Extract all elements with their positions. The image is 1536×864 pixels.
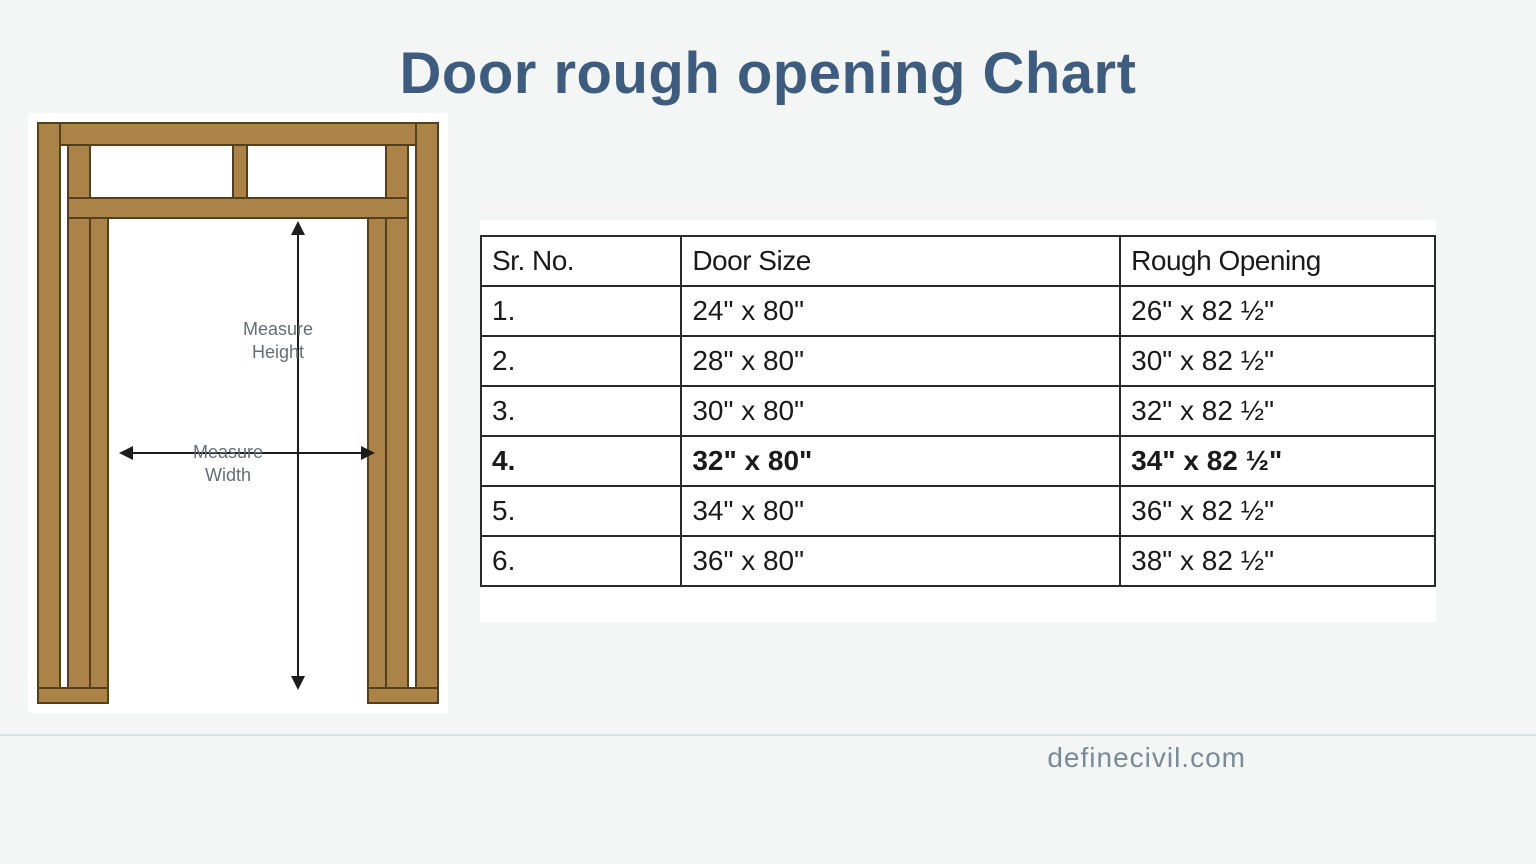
cell-sr: 5. (481, 486, 681, 536)
cell-ro: 34" x 82 ½" (1120, 436, 1435, 486)
col-size: Door Size (681, 236, 1120, 286)
cell-size: 34" x 80" (681, 486, 1120, 536)
cell-size: 30" x 80" (681, 386, 1120, 436)
table-row: 3.30" x 80"32" x 82 ½" (481, 386, 1435, 436)
door-frame-svg (28, 113, 448, 713)
cell-sr: 2. (481, 336, 681, 386)
cell-size: 36" x 80" (681, 536, 1120, 586)
cell-size: 24" x 80" (681, 286, 1120, 336)
cell-sr: 6. (481, 536, 681, 586)
table-row: 2.28" x 80"30" x 82 ½" (481, 336, 1435, 386)
col-ro: Rough Opening (1120, 236, 1435, 286)
cell-sr: 1. (481, 286, 681, 336)
cell-sr: 4. (481, 436, 681, 486)
cell-ro: 36" x 82 ½" (1120, 486, 1435, 536)
table-row: 4.32" x 80"34" x 82 ½" (481, 436, 1435, 486)
table-row: 5.34" x 80"36" x 82 ½" (481, 486, 1435, 536)
measure-height-label: MeasureHeight (233, 318, 323, 363)
table-header-row: Sr. No. Door Size Rough Opening (481, 236, 1435, 286)
door-frame-diagram: MeasureHeight MeasureWidth (28, 113, 448, 713)
cell-ro: 32" x 82 ½" (1120, 386, 1435, 436)
page-title: Door rough opening Chart (0, 40, 1536, 107)
table-row: 6.36" x 80"38" x 82 ½" (481, 536, 1435, 586)
cell-sr: 3. (481, 386, 681, 436)
rough-opening-table-wrap: Sr. No. Door Size Rough Opening 1.24" x … (480, 220, 1436, 622)
cell-size: 32" x 80" (681, 436, 1120, 486)
footer-divider (0, 734, 1536, 736)
cell-size: 28" x 80" (681, 336, 1120, 386)
cell-ro: 38" x 82 ½" (1120, 536, 1435, 586)
cell-ro: 30" x 82 ½" (1120, 336, 1435, 386)
footer-site: definecivil.com (1047, 742, 1246, 774)
cell-ro: 26" x 82 ½" (1120, 286, 1435, 336)
measure-width-label: MeasureWidth (183, 441, 273, 486)
rough-opening-table: Sr. No. Door Size Rough Opening 1.24" x … (480, 235, 1436, 587)
table-row: 1.24" x 80"26" x 82 ½" (481, 286, 1435, 336)
col-sr: Sr. No. (481, 236, 681, 286)
